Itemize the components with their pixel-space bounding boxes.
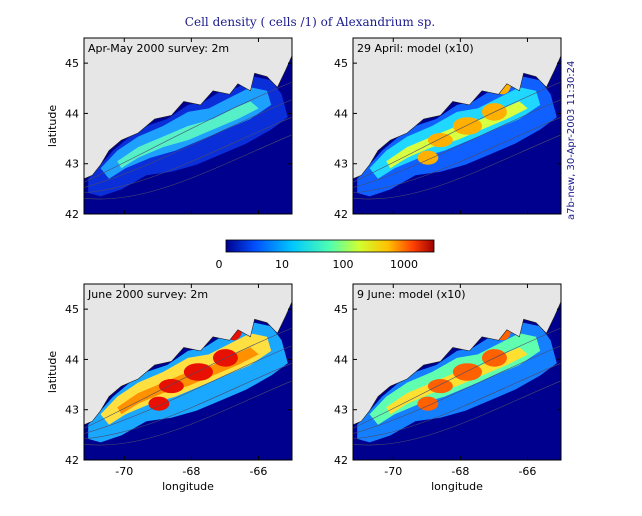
y-tick-label: 42 [65, 208, 79, 221]
bathymetry-contour [352, 134, 562, 200]
y-tick-label: 44 [334, 107, 348, 120]
bathymetry-contour [352, 81, 562, 183]
y-tick-label: 43 [334, 404, 348, 417]
density-hotspot [158, 379, 184, 394]
map-panel-1: Apr-May 2000 survey: 2m 42 43 44 45 latitude [46, 37, 293, 221]
land-mask [352, 283, 562, 426]
density-hotspot [183, 363, 213, 381]
bathymetry-contour [352, 362, 562, 440]
x-tick-label: -68 [182, 465, 200, 478]
bathymetry-contour [352, 327, 562, 429]
density-hotspot [417, 396, 439, 411]
density-hotspot [417, 150, 439, 165]
y-tick-label: 45 [334, 57, 348, 70]
y-tick-label: 43 [65, 404, 79, 417]
y-tick-label: 42 [334, 454, 348, 467]
x-tick-label: -70 [384, 465, 402, 478]
panel-title: 9 June: model (x10) [357, 288, 466, 301]
y-tick-label: 45 [334, 303, 348, 316]
map-panel-3: June 2000 survey: 2m 42 43 44 45 -70 -68 -66 lat… [46, 283, 293, 493]
density-hotspot [148, 396, 170, 411]
y-axis-label: latitude [46, 351, 59, 393]
panel-title: Apr-May 2000 survey: 2m [88, 42, 229, 55]
axes-frame [352, 37, 562, 215]
axes-frame [83, 283, 293, 461]
land-mask [352, 37, 562, 180]
bathymetry-contour [352, 345, 562, 434]
map-panel-4: 9 June: model (x10) 42 43 44 45 -70 -68 -66 long… [334, 283, 562, 493]
bathymetry-contour [352, 99, 562, 188]
panel-title: June 2000 survey: 2m [87, 288, 208, 301]
colorbar-tick-0: 0 [216, 258, 223, 271]
land-mask [83, 37, 293, 180]
density-hotspot [452, 363, 482, 381]
x-tick-label: -68 [451, 465, 469, 478]
y-tick-label: 45 [65, 303, 79, 316]
bathymetry-contour [83, 81, 293, 183]
colorbar-gradient [225, 239, 435, 253]
map-panels: Apr-May 2000 survey: 2m 42 43 44 45 latitude 2… [46, 37, 562, 493]
x-axis-label: longitude [162, 480, 214, 493]
y-tick-label: 44 [65, 353, 79, 366]
y-tick-label: 43 [65, 158, 79, 171]
panel-title: 29 April: model (x10) [357, 42, 474, 55]
y-tick-label: 42 [65, 454, 79, 467]
colorbar-tick-100: 100 [333, 258, 354, 271]
y-tick-label: 43 [334, 158, 348, 171]
x-axis-label: longitude [431, 480, 483, 493]
bathymetry-contour [352, 380, 562, 446]
bathymetry-contour [83, 362, 293, 440]
bathymetry-contour [83, 116, 293, 194]
land-mask [83, 283, 293, 426]
figure-title: Cell density ( cells /1) of Alexandrium … [185, 15, 435, 29]
y-axis-label: latitude [46, 105, 59, 147]
timestamp-stamp: a7b-new, 30-Apr-2003 11:30:24 [566, 61, 577, 220]
density-hotspot [452, 117, 482, 135]
y-tick-label: 44 [334, 353, 348, 366]
map-panel-2: 29 April: model (x10) 42 43 44 45 [334, 37, 562, 221]
y-tick-label: 44 [65, 107, 79, 120]
bathymetry-contour [352, 116, 562, 194]
colorbar-tick-10: 10 [275, 258, 289, 271]
bathymetry-contour [83, 380, 293, 446]
density-field-core [117, 101, 259, 169]
axes-frame [83, 37, 293, 215]
colorbar-tick-1000: 1000 [390, 258, 418, 271]
x-tick-label: -66 [249, 465, 267, 478]
y-tick-label: 45 [65, 57, 79, 70]
bathymetry-contour [83, 327, 293, 429]
y-tick-label: 42 [334, 208, 348, 221]
bathymetry-contour [83, 134, 293, 200]
x-tick-label: -66 [518, 465, 536, 478]
density-hotspot [427, 133, 453, 148]
x-tick-label: -70 [115, 465, 133, 478]
colorbar: 0 10 100 1000 [216, 239, 435, 271]
density-hotspot [427, 379, 453, 394]
bathymetry-contour [83, 345, 293, 434]
axes-frame [352, 283, 562, 461]
bathymetry-contour [83, 99, 293, 188]
